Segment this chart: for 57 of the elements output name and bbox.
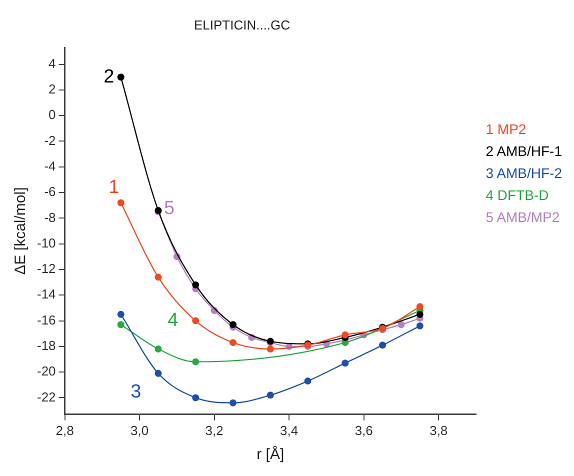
annotation: 5 xyxy=(164,198,175,219)
y-tick-label: -22 xyxy=(36,389,56,404)
point xyxy=(192,317,200,324)
point xyxy=(230,321,237,328)
point xyxy=(117,74,124,81)
x-axis-title: r [Å] xyxy=(256,445,284,464)
point xyxy=(416,303,424,310)
point xyxy=(117,310,124,318)
point xyxy=(266,345,274,352)
y-tick-label: 4 xyxy=(48,56,56,71)
annotation: 4 xyxy=(168,310,179,331)
y-tick-label: -12 xyxy=(36,261,56,276)
annotation: 2 xyxy=(104,66,114,88)
y-axis-title: ΔE [kcal/mol] xyxy=(12,187,30,275)
y-tick-label: -20 xyxy=(36,364,56,379)
point xyxy=(342,331,349,338)
text: 4 DFTB-D xyxy=(486,186,550,205)
y-tick-label: -6 xyxy=(44,184,56,200)
text: 2 AMB/HF-1 xyxy=(486,142,562,161)
x-tick-label: 3,0 xyxy=(130,422,149,438)
point xyxy=(154,274,162,281)
point xyxy=(192,281,200,288)
point xyxy=(266,392,274,399)
x-tick-label: 3,8 xyxy=(430,422,448,438)
point xyxy=(192,358,200,366)
y-tick-label: -16 xyxy=(36,312,56,328)
chart-title: ELIPTICIN....GC xyxy=(194,17,290,32)
annotation: 3 xyxy=(130,382,142,403)
x-tick-label: 3,2 xyxy=(205,422,224,438)
point xyxy=(192,394,200,402)
x-tick-label: 3,6 xyxy=(354,422,373,438)
y-tick-label: -8 xyxy=(44,210,56,225)
point xyxy=(379,342,386,349)
text: 1 MP2 xyxy=(486,120,528,139)
x-tick-label: 2,8 xyxy=(56,422,74,438)
point xyxy=(416,310,424,318)
y-tick-label: -18 xyxy=(36,338,56,354)
text: 5 AMB/MP2 xyxy=(486,208,561,227)
point xyxy=(304,378,312,385)
y-tick-label: -10 xyxy=(36,235,56,250)
annotation: 1 xyxy=(108,177,120,198)
point xyxy=(416,322,424,330)
y-tick-label: -2 xyxy=(44,132,56,148)
point xyxy=(230,399,237,406)
point xyxy=(154,370,162,377)
point xyxy=(342,360,349,367)
text: 3 AMB/HF-2 xyxy=(486,164,562,183)
point xyxy=(117,321,124,328)
y-tick-label: -4 xyxy=(44,158,56,174)
point xyxy=(117,199,124,206)
y-tick-label: -14 xyxy=(36,286,56,302)
x-tick-label: 3,4 xyxy=(280,422,298,438)
y-tick-label: 2 xyxy=(48,82,56,96)
point xyxy=(230,339,237,346)
y-tick-label: 0 xyxy=(48,107,56,122)
point xyxy=(154,345,162,352)
point xyxy=(398,321,405,328)
